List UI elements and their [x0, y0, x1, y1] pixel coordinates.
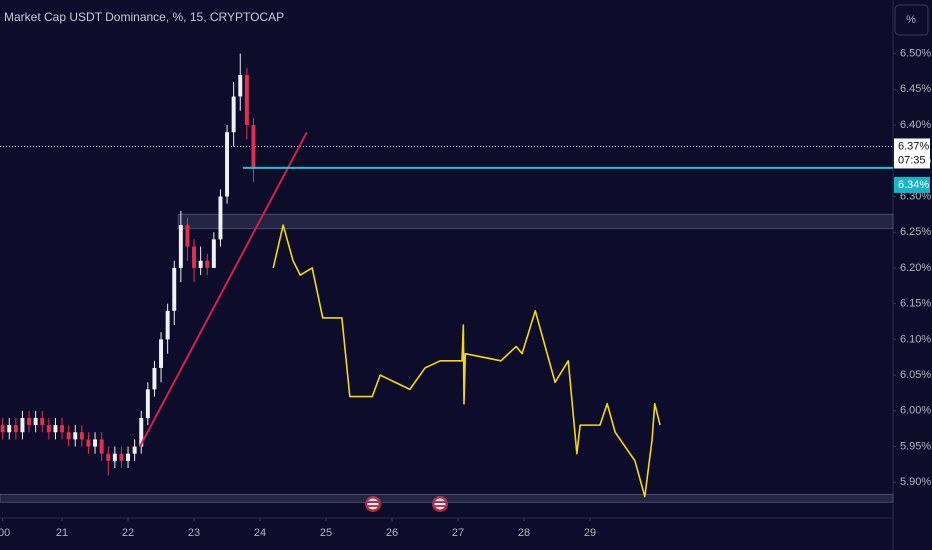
countdown-label: 07:35: [898, 154, 926, 166]
candle-body: [112, 453, 117, 461]
candle-body: [225, 132, 230, 197]
candle-body: [132, 446, 137, 454]
event-flag-stripe[interactable]: [368, 505, 378, 507]
y-tick-label: 6.50%: [900, 47, 931, 59]
candle-body: [7, 425, 12, 433]
candle-body: [53, 425, 58, 433]
candle-body: [231, 96, 236, 133]
candle-body: [205, 260, 210, 268]
x-tick-label: 28: [518, 527, 530, 539]
chart-title: Market Cap USDT Dominance, %, 15, CRYPTO…: [4, 10, 284, 24]
level-tag: [894, 176, 930, 193]
y-tick-label: 6.15%: [900, 298, 931, 310]
candle-body: [185, 225, 190, 247]
price-zone: [0, 493, 894, 503]
candle-body: [79, 432, 84, 440]
projection-line: [272, 224, 661, 498]
last-price-tag: [894, 138, 930, 169]
candle-body: [106, 453, 111, 461]
scale-button[interactable]: [894, 4, 929, 36]
candle-body: [20, 417, 25, 433]
x-tick-label: 25: [320, 527, 332, 539]
candle-body: [60, 425, 65, 433]
x-tick-label: :00: [0, 527, 10, 539]
scale-button-label[interactable]: %: [906, 14, 916, 26]
x-tick-label: 27: [452, 527, 464, 539]
candle-body: [244, 75, 249, 126]
x-tick-label: 26: [386, 527, 398, 539]
candle-body: [33, 417, 38, 426]
candle-body: [198, 260, 203, 268]
candle-body: [192, 246, 197, 268]
event-flag-stripe[interactable]: [435, 505, 445, 507]
y-tick-label: 6.30%: [900, 190, 931, 202]
candle-body: [46, 425, 51, 433]
y-tick-label: 6.45%: [900, 83, 931, 95]
candle-body: [152, 367, 157, 390]
y-tick-label: 6.25%: [900, 226, 931, 238]
candle-body: [73, 432, 78, 440]
candle-body: [13, 425, 18, 433]
candle-body: [0, 425, 5, 433]
x-tick-label: 22: [122, 527, 134, 539]
trendline: [139, 131, 308, 448]
candle-body: [218, 196, 223, 240]
x-tick-label: 24: [254, 527, 266, 539]
level-tag-label: 6.34%: [898, 179, 929, 191]
candle-body: [172, 267, 177, 311]
candle-body: [165, 310, 170, 340]
last-price-label: 6.37%: [898, 140, 929, 152]
x-tick-label: 29: [584, 527, 596, 539]
y-tick-label: 6.40%: [900, 119, 931, 131]
candle-body: [238, 75, 243, 97]
candle-body: [139, 417, 144, 447]
candle-body: [211, 239, 216, 268]
candle-body: [66, 432, 71, 440]
candle-body: [159, 339, 164, 368]
candle-body: [126, 453, 131, 461]
y-tick-label: 6.20%: [900, 262, 931, 274]
candle-body: [178, 225, 183, 268]
x-tick-label: 23: [188, 527, 200, 539]
candle-body: [251, 125, 256, 168]
candle-body: [40, 417, 45, 426]
candle-body: [93, 439, 98, 447]
candle-body: [99, 439, 104, 454]
candle-body: [86, 439, 91, 447]
x-tick-label: 21: [56, 527, 68, 539]
y-tick-label: 5.90%: [900, 476, 931, 488]
y-tick-label: 6.05%: [900, 369, 931, 381]
candle-body: [145, 389, 150, 418]
y-tick-label: 5.95%: [900, 440, 931, 452]
price-zone: [177, 213, 894, 230]
candle-body: [119, 453, 124, 461]
candle-body: [27, 417, 32, 426]
y-tick-label: 6.00%: [900, 405, 931, 417]
y-tick-label: 6.10%: [900, 333, 931, 345]
